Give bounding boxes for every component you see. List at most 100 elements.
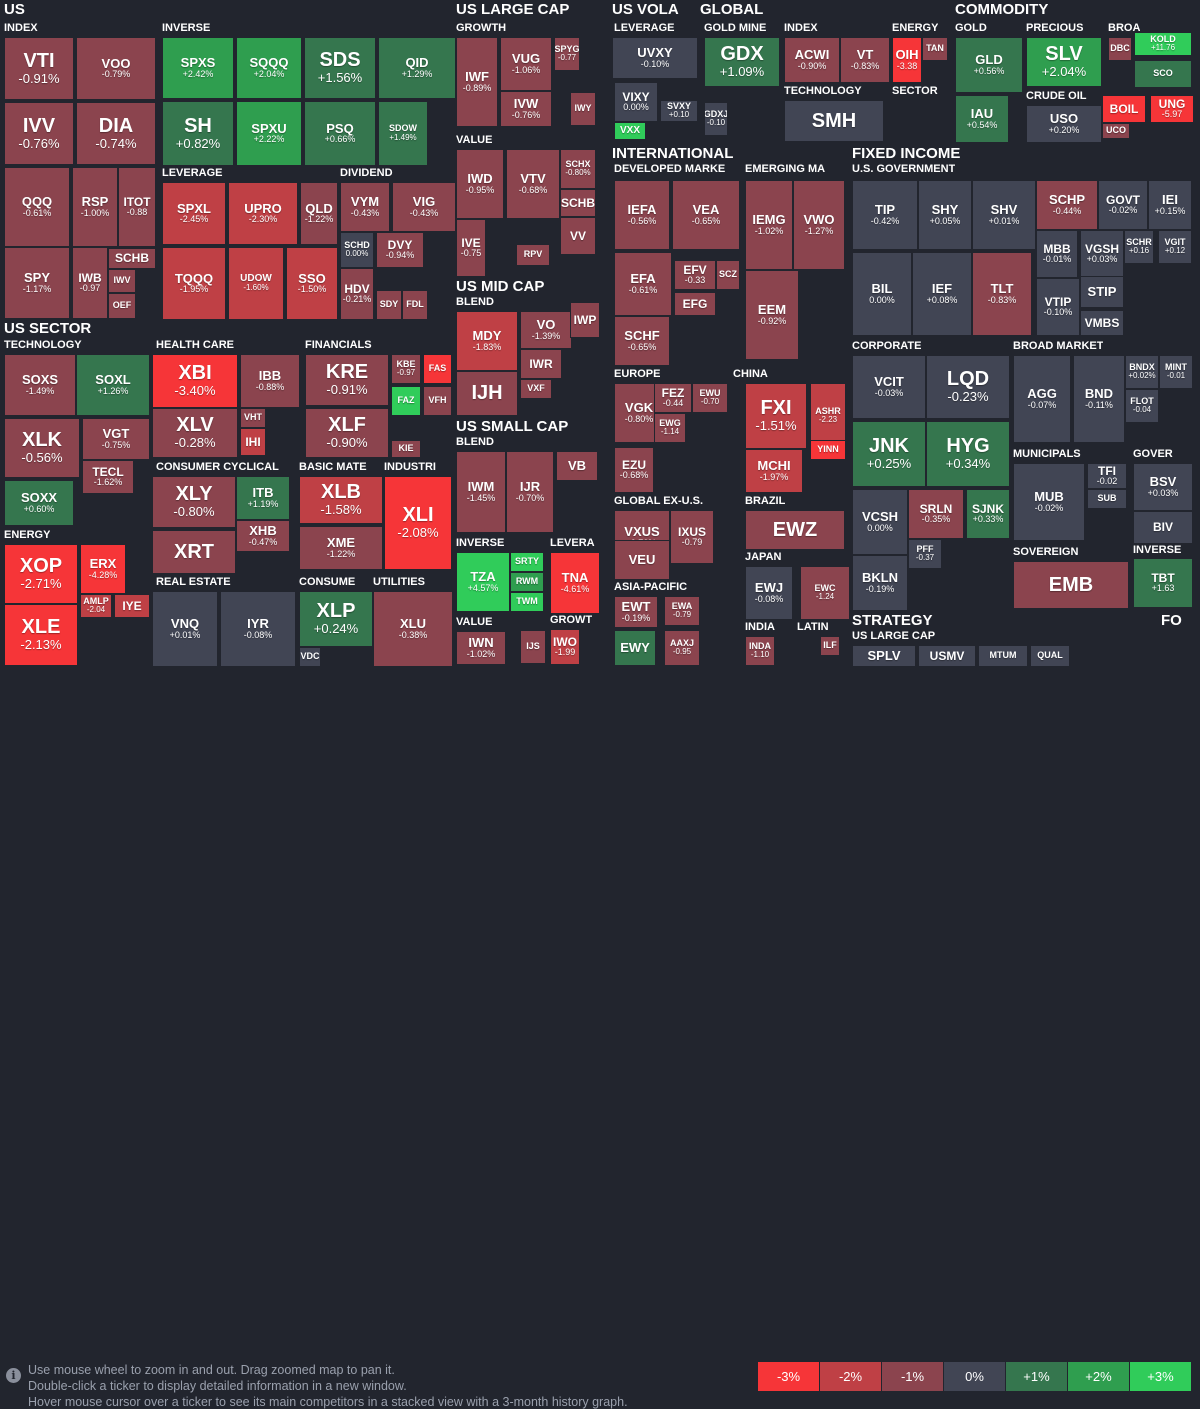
ticker-tile-dia[interactable]: DIA -0.74% xyxy=(76,102,156,165)
ticker-tile-schf[interactable]: SCHF -0.65% xyxy=(614,316,670,366)
ticker-tile-eem[interactable]: EEM -0.92% xyxy=(745,270,799,360)
ticker-tile-flot[interactable]: FLOT -0.04 xyxy=(1125,389,1159,423)
ticker-tile-vig[interactable]: VIG -0.43% xyxy=(392,182,456,232)
ticker-tile-uco[interactable]: UCO xyxy=(1102,123,1130,139)
ticker-tile-iyr[interactable]: IYR -0.08% xyxy=(220,591,296,667)
ticker-tile-govt[interactable]: GOVT -0.02% xyxy=(1098,180,1148,230)
ticker-tile-vxf[interactable]: VXF xyxy=(520,379,552,399)
ticker-tile-agg[interactable]: AGG -0.07% xyxy=(1013,355,1071,443)
ticker-tile-kbe[interactable]: KBE -0.97 xyxy=(391,354,421,384)
ticker-tile-veu[interactable]: VEU xyxy=(614,540,670,580)
ticker-tile-vug[interactable]: VUG -1.06% xyxy=(500,37,552,91)
ticker-tile-fas[interactable]: FAS xyxy=(423,354,452,384)
ticker-tile-vcit[interactable]: VCIT -0.03% xyxy=(852,355,926,419)
ticker-tile-ijs[interactable]: IJS xyxy=(520,630,546,664)
ticker-tile-tan[interactable]: TAN xyxy=(922,37,948,61)
ticker-tile-srln[interactable]: SRLN -0.35% xyxy=(908,489,964,539)
ticker-tile-iye[interactable]: IYE xyxy=(114,594,150,618)
ticker-tile-xlb[interactable]: XLB -1.58% xyxy=(299,476,383,524)
etf-heatmap[interactable]: US INDEX INVERSE LEVERAGE DIVIDEND US SECTOR T… xyxy=(0,0,1200,668)
ticker-tile-voo[interactable]: VOO -0.79% xyxy=(76,37,156,100)
ticker-tile-udow[interactable]: UDOW -1.60% xyxy=(228,247,284,320)
ticker-tile-ewj[interactable]: EWJ -0.08% xyxy=(745,566,793,620)
ticker-tile-biv[interactable]: BIV xyxy=(1133,511,1193,544)
ticker-tile-hyg[interactable]: HYG +0.34% xyxy=(926,421,1010,487)
ticker-tile-vo[interactable]: VO -1.39% xyxy=(520,311,572,349)
ticker-tile-sso[interactable]: SSO -1.50% xyxy=(286,247,338,320)
ticker-tile-vht[interactable]: VHT xyxy=(240,408,266,428)
ticker-tile-mtum[interactable]: MTUM xyxy=(978,645,1028,667)
ticker-tile-sdy[interactable]: SDY xyxy=(376,290,402,320)
ticker-tile-iau[interactable]: IAU +0.54% xyxy=(955,95,1009,143)
ticker-tile-ivw[interactable]: IVW -0.76% xyxy=(500,91,552,127)
ticker-tile-efg[interactable]: EFG xyxy=(674,292,716,316)
ticker-tile-scz[interactable]: SCZ xyxy=(716,260,740,290)
ticker-tile-inda[interactable]: INDA -1.10 xyxy=(745,636,775,666)
ticker-tile-xhb[interactable]: XHB -0.47% xyxy=(236,520,290,552)
ticker-tile-vb[interactable]: VB xyxy=(556,451,598,481)
ticker-tile-iwf[interactable]: IWF -0.89% xyxy=(456,37,498,127)
ticker-tile-gld[interactable]: GLD +0.56% xyxy=(955,37,1023,93)
ticker-tile-bndx[interactable]: BNDX +0.02% xyxy=(1125,355,1159,389)
ticker-tile-tecl[interactable]: TECL -1.62% xyxy=(82,460,134,494)
ticker-tile-twm[interactable]: TWM xyxy=(510,592,544,612)
ticker-tile-vwo[interactable]: VWO -1.27% xyxy=(793,180,845,270)
ticker-tile-vixy[interactable]: VIXY 0.00% xyxy=(614,82,658,122)
ticker-tile-qld[interactable]: QLD -1.22% xyxy=(300,182,338,245)
ticker-tile-svxy[interactable]: SVXY +0.10 xyxy=(660,100,698,122)
ticker-tile-bkln[interactable]: BKLN -0.19% xyxy=(852,555,908,611)
ticker-tile-soxx[interactable]: SOXX +0.60% xyxy=(4,480,74,526)
ticker-tile-stip[interactable]: STIP xyxy=(1080,276,1124,308)
ticker-tile-kre[interactable]: KRE -0.91% xyxy=(305,354,389,406)
ticker-tile-iwp[interactable]: IWP xyxy=(570,302,600,338)
ticker-tile-soxl[interactable]: SOXL +1.26% xyxy=(76,354,150,416)
ticker-tile-faz[interactable]: FAZ xyxy=(391,386,421,416)
ticker-tile-ewt[interactable]: EWT -0.19% xyxy=(614,596,658,628)
ticker-tile-vtv[interactable]: VTV -0.68% xyxy=(506,149,560,219)
ticker-tile-shy[interactable]: SHY +0.05% xyxy=(918,180,972,250)
ticker-tile-oef[interactable]: OEF xyxy=(108,293,136,319)
ticker-tile-boil[interactable]: BOIL xyxy=(1102,95,1146,123)
ticker-tile-vgt[interactable]: VGT -0.75% xyxy=(82,418,150,460)
ticker-tile-ijh[interactable]: IJH xyxy=(456,371,518,416)
ticker-tile-ung[interactable]: UNG -5.97 xyxy=(1150,95,1194,123)
ticker-tile-vmbs[interactable]: VMBS xyxy=(1080,310,1124,336)
ticker-tile-ewg[interactable]: EWG -1.14 xyxy=(654,413,686,443)
ticker-tile-rsp[interactable]: RSP -1.00% xyxy=(72,167,118,247)
ticker-tile-qqq[interactable]: QQQ -0.61% xyxy=(4,167,70,247)
ticker-tile-vym[interactable]: VYM -0.43% xyxy=(340,182,390,232)
ticker-tile-soxs[interactable]: SOXS -1.49% xyxy=(4,354,76,416)
ticker-tile-sub[interactable]: SUB xyxy=(1087,489,1127,509)
ticker-tile-uvxy[interactable]: UVXY -0.10% xyxy=(612,37,698,79)
ticker-tile-vti[interactable]: VTI -0.91% xyxy=(4,37,74,100)
ticker-tile-schb[interactable]: SCHB xyxy=(560,189,596,217)
ticker-tile-vcsh[interactable]: VCSH 0.00% xyxy=(852,489,908,555)
ticker-tile-tip[interactable]: TIP -0.42% xyxy=(852,180,918,250)
ticker-tile-ezu[interactable]: EZU -0.68% xyxy=(614,447,654,493)
ticker-tile-itb[interactable]: ITB +1.19% xyxy=(236,476,290,520)
ticker-tile-kie[interactable]: KIE xyxy=(391,440,421,458)
ticker-tile-pff[interactable]: PFF -0.37 xyxy=(908,539,942,569)
ticker-tile-spy[interactable]: SPY -1.17% xyxy=(4,247,70,319)
ticker-tile-iei[interactable]: IEI +0.15% xyxy=(1148,180,1192,230)
ticker-tile-mbb[interactable]: MBB -0.01% xyxy=(1036,230,1078,278)
ticker-tile-iwv[interactable]: IWV xyxy=(108,269,136,293)
ticker-tile-tza[interactable]: TZA +4.57% xyxy=(456,552,510,612)
ticker-tile-bil[interactable]: BIL 0.00% xyxy=(852,252,912,336)
ticker-tile-mub[interactable]: MUB -0.02% xyxy=(1013,463,1085,541)
ticker-tile-iemg[interactable]: IEMG -1.02% xyxy=(745,180,793,270)
ticker-tile-uso[interactable]: USO +0.20% xyxy=(1026,105,1102,143)
ticker-tile-spxu[interactable]: SPXU +2.22% xyxy=(236,101,302,166)
ticker-tile-spxs[interactable]: SPXS +2.42% xyxy=(162,37,234,99)
ticker-tile-ewu[interactable]: EWU -0.70 xyxy=(692,383,728,413)
ticker-tile-ibb[interactable]: IBB -0.88% xyxy=(240,354,300,408)
ticker-tile-sds[interactable]: SDS +1.56% xyxy=(304,37,376,99)
ticker-tile-sqqq[interactable]: SQQQ +2.04% xyxy=(236,37,302,99)
ticker-tile-vxx[interactable]: VXX xyxy=(614,122,646,140)
ticker-tile-hdv[interactable]: HDV -0.21% xyxy=(340,268,374,320)
ticker-tile-ashr[interactable]: ASHR -2.23 xyxy=(810,383,846,449)
ticker-tile-ivv[interactable]: IVV -0.76% xyxy=(4,102,74,165)
ticker-tile-usmv[interactable]: USMV xyxy=(918,645,976,667)
ticker-tile-shv[interactable]: SHV +0.01% xyxy=(972,180,1036,250)
ticker-tile-ijr[interactable]: IJR -0.70% xyxy=(506,451,554,533)
